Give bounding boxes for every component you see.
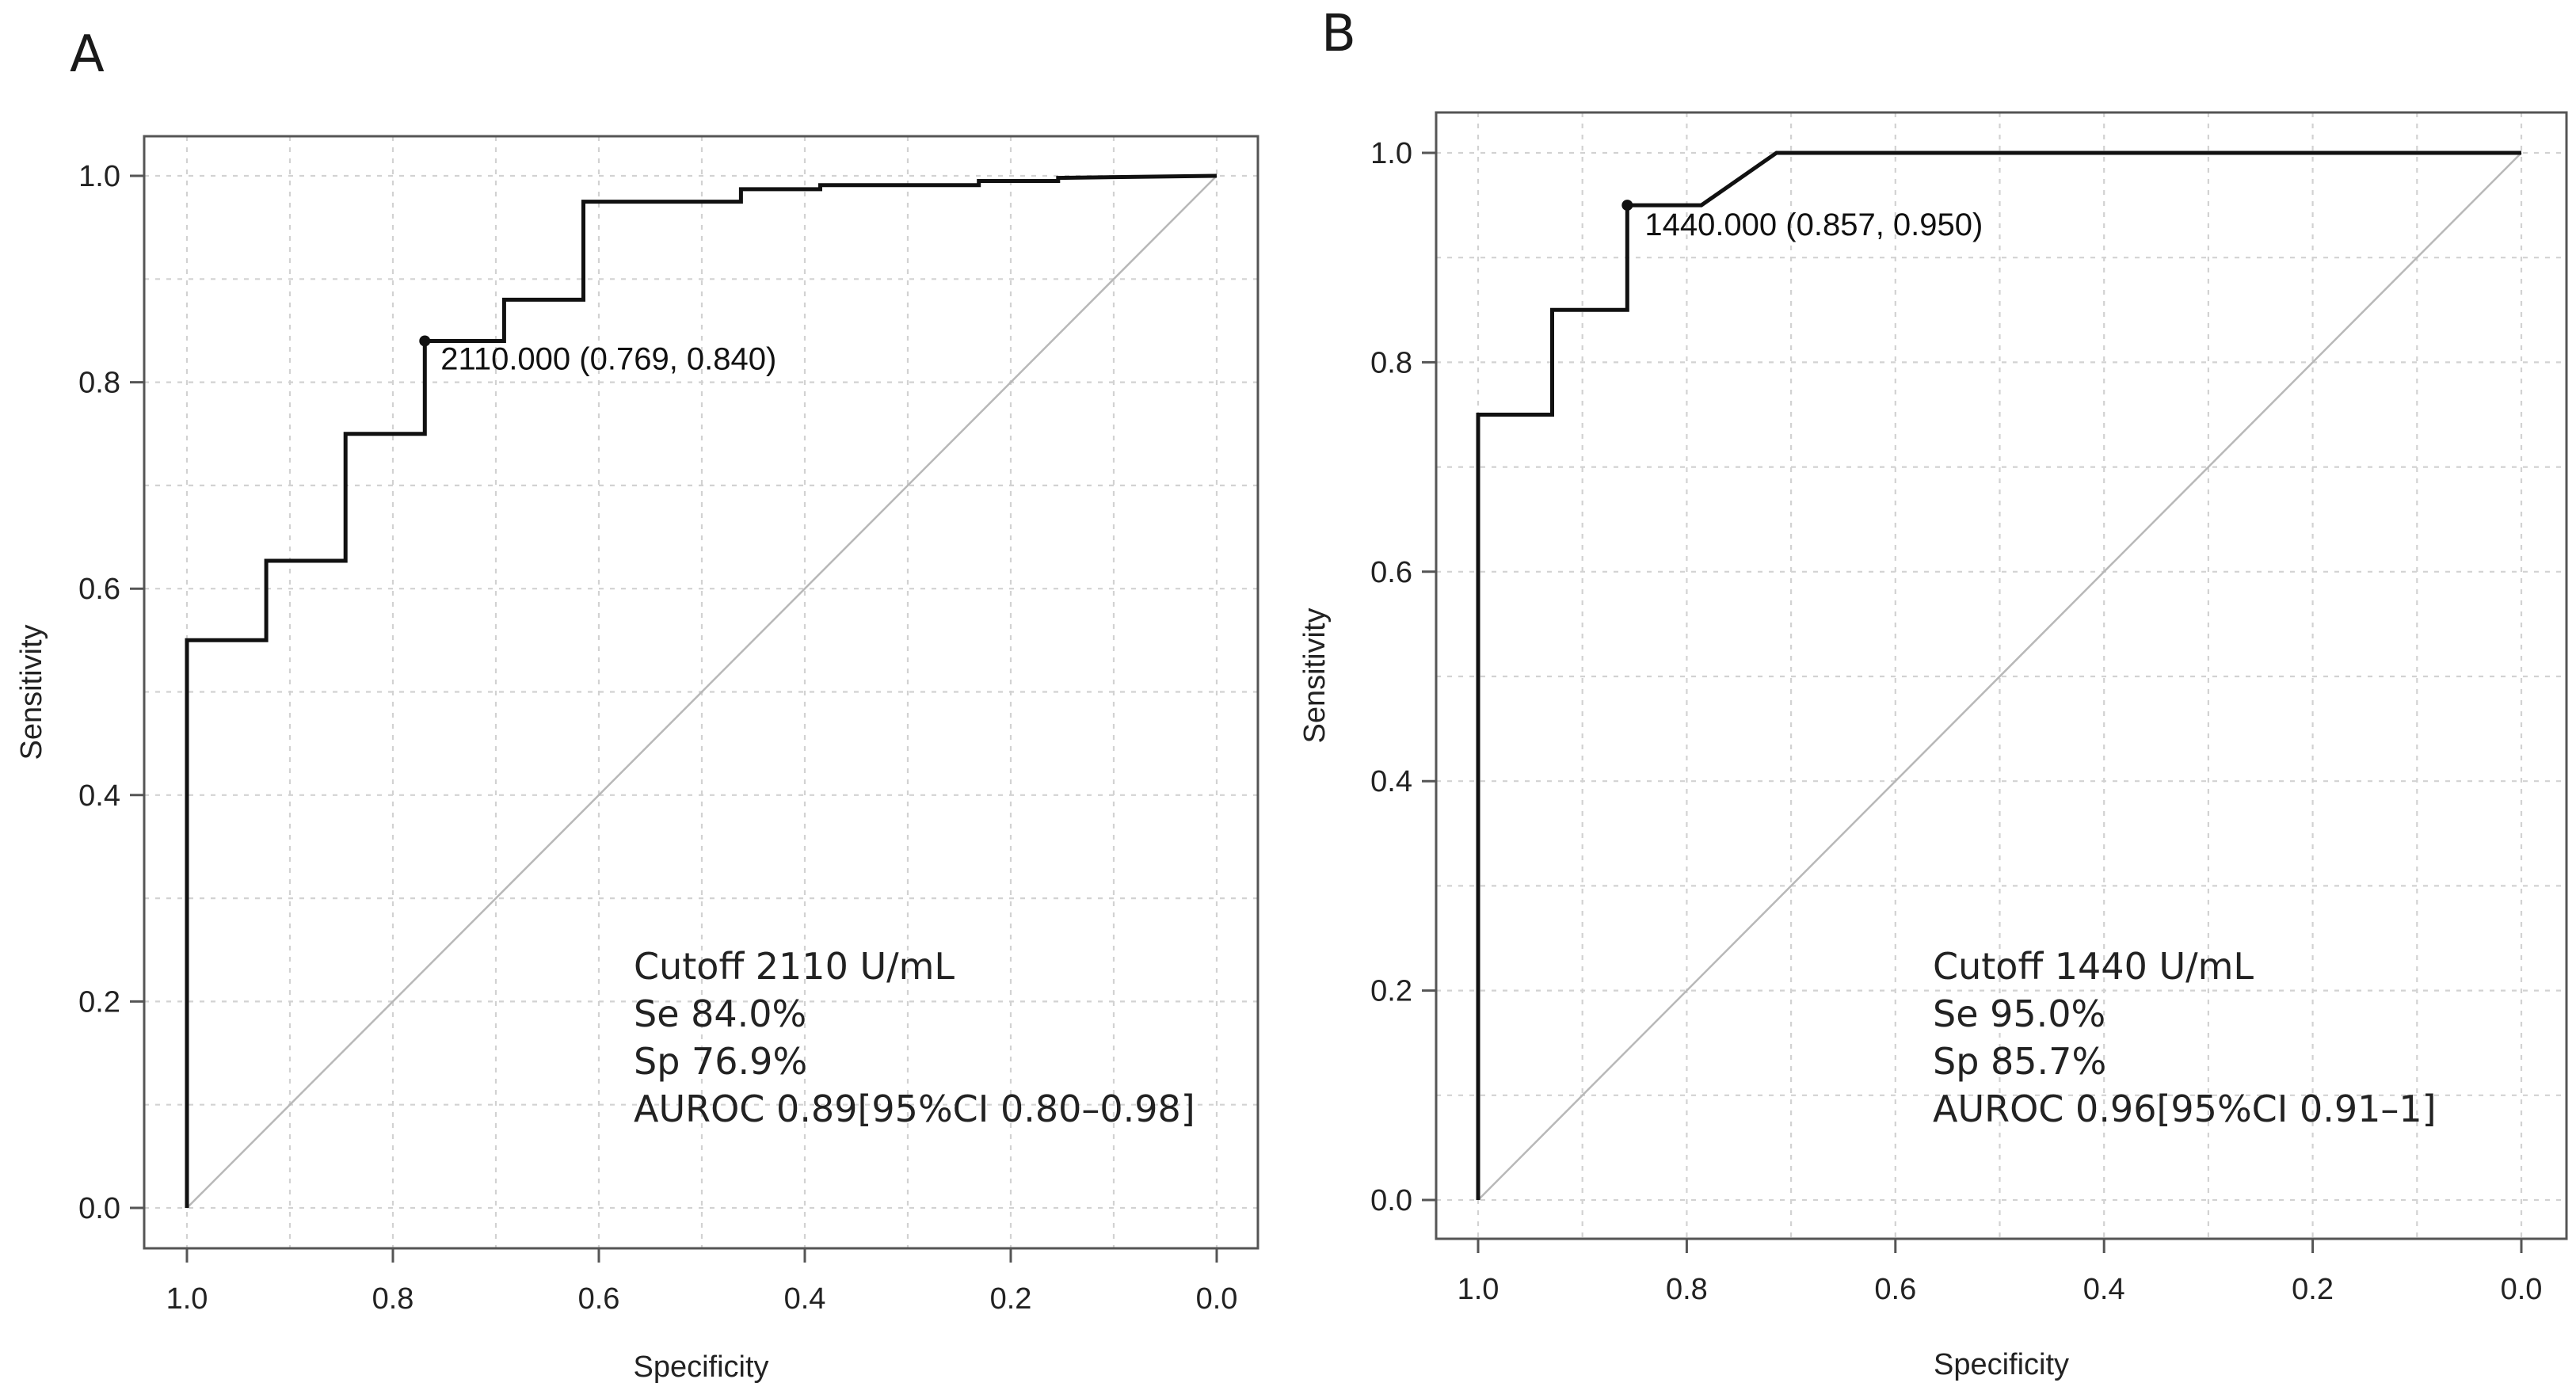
- stat-annotation: Sp 85.7%: [1933, 1040, 2106, 1083]
- plot-frame: [143, 135, 1259, 1250]
- panel-label: B: [1321, 5, 1356, 63]
- x-axis-title: Specificity: [633, 1350, 768, 1384]
- x-tick-label: 0.4: [784, 1282, 826, 1316]
- x-tick-label: 0.4: [2083, 1273, 2125, 1306]
- stat-annotation: AUROC 0.89[95%CI 0.80–0.98]: [634, 1088, 1195, 1130]
- x-tick-label: 0.6: [578, 1282, 620, 1316]
- panel-label: A: [70, 25, 105, 84]
- y-tick-label: 0.4: [1370, 765, 1412, 798]
- y-tick-label: 0.0: [1370, 1184, 1412, 1217]
- y-tick-label: 1.0: [78, 160, 120, 193]
- cutoff-point: [1621, 200, 1633, 211]
- x-tick-label: 0.6: [1874, 1273, 1916, 1306]
- x-axis-title: Specificity: [1934, 1348, 2069, 1381]
- panel-b: B 1.0 0.8 0.6 0.4 0.2 0.0 0.0 0.2 0.4 0.6 0.8 1.0 Spe…: [1298, 5, 2568, 1381]
- stat-annotation: Sp 76.9%: [634, 1040, 807, 1083]
- cutoff-label: 2110.000 (0.769, 0.840): [440, 341, 776, 376]
- cutoff-point: [419, 335, 431, 347]
- x-tick-label: 0.2: [990, 1282, 1032, 1316]
- stat-annotation: Se 95.0%: [1933, 992, 2105, 1035]
- y-tick-label: 0.6: [78, 573, 120, 606]
- stat-annotation: Se 84.0%: [634, 992, 806, 1035]
- plot-frame: [1435, 111, 2568, 1240]
- x-tick-label: 0.0: [2501, 1273, 2543, 1306]
- x-tick-label: 0.8: [1666, 1273, 1708, 1306]
- stat-annotation: AUROC 0.96[95%CI 0.91–1]: [1933, 1088, 2437, 1130]
- y-axis-title: Sensitivity: [1298, 608, 1332, 743]
- y-tick-label: 0.2: [78, 985, 120, 1019]
- x-tick-label: 0.2: [2292, 1273, 2334, 1306]
- panel-a: A 1.0 0.8 0.6 0.4 0.2 0.0 0.0 0.2 0.4 0.6 0.8 1.0 Spe…: [15, 25, 1259, 1384]
- y-tick-label: 0.4: [78, 779, 120, 813]
- y-tick-label: 0.0: [78, 1192, 120, 1225]
- x-tick-label: 0.0: [1196, 1282, 1238, 1316]
- roc-curve: [185, 173, 1218, 1208]
- y-tick-label: 1.0: [1370, 137, 1412, 170]
- y-axis-title: Sensitivity: [15, 624, 48, 760]
- x-tick-label: 1.0: [166, 1282, 208, 1316]
- y-tick-label: 0.2: [1370, 975, 1412, 1008]
- reference-diagonal: [1477, 152, 2522, 1201]
- cutoff-label: 1440.000 (0.857, 0.950): [1644, 208, 1983, 242]
- x-tick-label: 1.0: [1458, 1273, 1499, 1306]
- y-tick-label: 0.8: [78, 367, 120, 400]
- reference-diagonal: [186, 175, 1218, 1209]
- y-tick-label: 0.6: [1370, 556, 1412, 589]
- roc-curve: [1476, 150, 2521, 1200]
- x-tick-label: 0.8: [372, 1282, 414, 1316]
- y-tick-label: 0.8: [1370, 346, 1412, 379]
- stat-annotation: Cutoff 1440 U/mL: [1933, 945, 2254, 988]
- stat-annotation: Cutoff 2110 U/mL: [634, 945, 955, 988]
